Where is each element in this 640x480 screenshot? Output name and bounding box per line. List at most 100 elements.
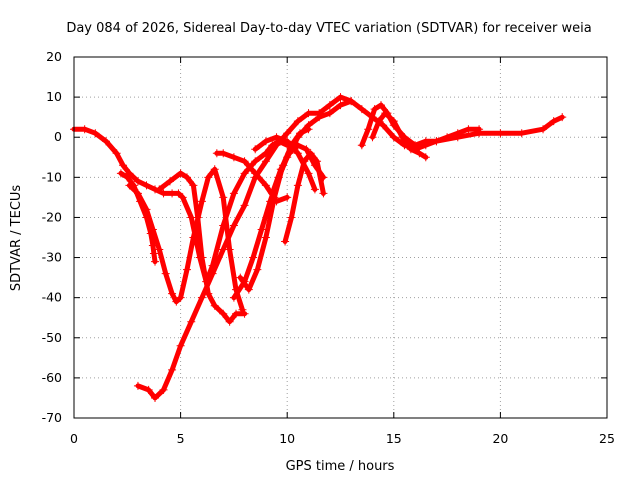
data-point	[244, 285, 253, 294]
data-point	[398, 133, 407, 142]
y-tick-label: 0	[54, 129, 62, 144]
data-point	[219, 149, 228, 158]
series-layer	[70, 93, 567, 402]
data-point	[172, 297, 181, 306]
data-point	[149, 249, 158, 258]
data-point	[219, 245, 228, 254]
data-point	[293, 181, 302, 190]
x-axis-ticks: 0 5 10 15 20 25	[70, 57, 615, 446]
data-point	[276, 165, 285, 174]
y-tick-label: -50	[42, 330, 62, 345]
data-point	[389, 117, 398, 126]
data-point	[411, 141, 420, 150]
data-point	[119, 161, 128, 170]
series-arc-9	[251, 133, 319, 194]
data-point	[261, 137, 270, 146]
series-arc-11	[281, 149, 328, 246]
x-tick-label: 15	[386, 431, 402, 446]
data-point	[151, 257, 160, 266]
data-point	[272, 133, 281, 142]
data-point	[133, 381, 142, 390]
data-point	[415, 149, 424, 158]
data-point	[295, 129, 304, 138]
data-point	[283, 129, 292, 138]
data-point	[336, 101, 345, 110]
data-point	[257, 225, 266, 234]
series-line	[214, 150, 290, 204]
series-line	[126, 166, 245, 313]
data-point	[293, 149, 302, 158]
data-point	[176, 293, 185, 302]
data-point	[302, 145, 311, 154]
data-point	[225, 317, 234, 326]
data-point	[251, 157, 260, 166]
data-point	[304, 109, 313, 118]
data-point	[261, 181, 270, 190]
data-point	[219, 309, 228, 318]
data-point	[261, 233, 270, 242]
data-point	[319, 189, 328, 198]
data-point	[336, 93, 345, 102]
data-point	[176, 169, 185, 178]
data-point	[189, 181, 198, 190]
data-point	[187, 317, 196, 326]
y-tick-label: -30	[42, 250, 62, 265]
data-point	[210, 301, 219, 310]
data-point	[421, 137, 430, 146]
data-point	[283, 193, 292, 202]
data-point	[310, 185, 319, 194]
y-axis-label: SDTVAR / TECUs	[9, 185, 24, 292]
data-point	[178, 193, 187, 202]
data-point	[229, 189, 238, 198]
data-point	[381, 109, 390, 118]
data-point	[549, 117, 558, 126]
data-point	[313, 157, 322, 166]
data-point	[251, 145, 260, 154]
series-arc-12	[357, 101, 484, 150]
series-arc-8	[212, 149, 292, 206]
series-line	[71, 126, 290, 285]
data-point	[285, 149, 294, 158]
data-point	[306, 149, 315, 158]
data-point	[240, 169, 249, 178]
y-tick-label: 10	[46, 89, 62, 104]
data-point	[155, 185, 164, 194]
data-point	[304, 125, 313, 134]
data-point	[249, 253, 258, 262]
data-point	[151, 393, 160, 402]
y-tick-label: -40	[42, 290, 62, 305]
data-point	[133, 189, 142, 198]
x-axis-label: GPS time / hours	[286, 459, 395, 474]
data-point	[464, 125, 473, 134]
data-point	[539, 125, 548, 134]
data-point	[293, 141, 302, 150]
data-point	[377, 101, 386, 110]
data-point	[406, 145, 415, 154]
data-point	[80, 125, 89, 134]
series-arc-10	[268, 141, 328, 198]
data-point	[168, 289, 177, 298]
chart-title: Day 084 of 2026, Sidereal Day-to-day VTE…	[66, 21, 591, 36]
data-point	[219, 193, 228, 202]
data-point	[197, 293, 206, 302]
data-point	[182, 173, 191, 182]
data-point	[210, 165, 219, 174]
data-point	[357, 141, 366, 150]
data-point	[144, 385, 153, 394]
data-point	[272, 197, 281, 206]
data-point	[168, 365, 177, 374]
data-point	[161, 269, 170, 278]
data-point	[229, 153, 238, 162]
data-point	[208, 269, 217, 278]
data-point	[370, 105, 379, 114]
data-point	[240, 309, 249, 318]
data-point	[204, 173, 213, 182]
data-point	[189, 233, 198, 242]
data-point	[236, 273, 245, 282]
data-point	[304, 169, 313, 178]
data-point	[475, 125, 484, 134]
data-point	[112, 149, 121, 158]
data-point	[182, 265, 191, 274]
data-point	[240, 157, 249, 166]
